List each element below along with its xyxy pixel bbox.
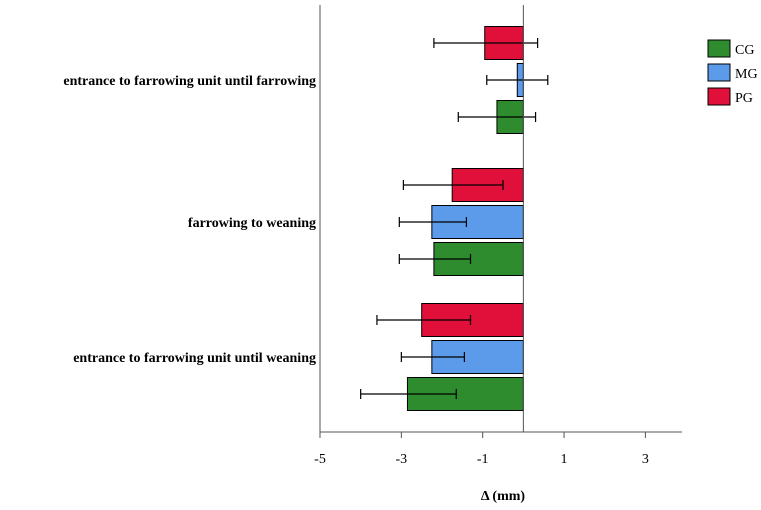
legend-swatch-mg: [707, 63, 731, 82]
legend: CG MG PG: [707, 39, 758, 106]
category-label: entrance to farrowing unit until farrowi…: [63, 74, 316, 89]
category-labels: entrance to farrowing unit until farrowi…: [63, 74, 316, 366]
category-label: entrance to farrowing unit until weaning: [73, 351, 316, 366]
x-ticks: -5 -3 -1 1 3: [314, 432, 649, 467]
x-tick-label: -5: [314, 452, 326, 467]
x-tick-label: -3: [396, 452, 408, 467]
x-tick-label: -1: [477, 452, 489, 467]
legend-label-pg: PG: [735, 91, 753, 106]
category-label: farrowing to weaning: [188, 216, 316, 231]
x-tick-label: 3: [642, 452, 649, 467]
legend-label-mg: MG: [735, 67, 758, 82]
x-axis-title: Δ (mm): [481, 489, 525, 504]
axes-layer: [319, 5, 682, 433]
legend-swatch-cg: [707, 39, 731, 58]
legend-label-cg: CG: [735, 43, 754, 58]
x-tick-label: 1: [561, 452, 568, 467]
bars-layer: [406, 26, 524, 411]
legend-swatch-pg: [707, 87, 731, 106]
error-bars-layer: [360, 38, 549, 399]
